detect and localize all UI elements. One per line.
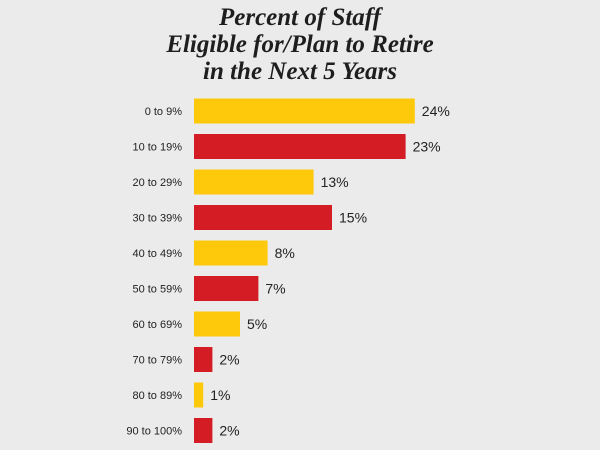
chart-title-line-3: in the Next 5 Years — [203, 58, 397, 85]
bar-7 — [194, 347, 213, 372]
value-label-9: 2% — [219, 423, 239, 439]
value-label-1: 23% — [413, 139, 441, 155]
value-label-6: 5% — [247, 316, 267, 332]
bar-9 — [194, 418, 213, 443]
value-label-5: 7% — [265, 281, 285, 297]
value-label-0: 24% — [422, 103, 450, 119]
category-label-6: 60 to 69% — [132, 319, 182, 331]
chart-title: Percent of Staff Eligible for/Plan to Re… — [0, 4, 600, 85]
category-label-1: 10 to 19% — [132, 142, 182, 154]
value-label-8: 1% — [210, 387, 230, 403]
category-label-3: 30 to 39% — [132, 213, 182, 225]
bar-6 — [194, 311, 240, 337]
category-label-4: 40 to 49% — [132, 248, 182, 260]
bar-0 — [194, 98, 415, 124]
category-label-5: 50 to 59% — [132, 284, 182, 296]
category-label-8: 80 to 89% — [132, 390, 182, 402]
category-label-0: 0 to 9% — [145, 106, 183, 118]
chart-title-line-1: Percent of Staff — [218, 4, 381, 31]
bar-2 — [194, 169, 314, 195]
value-label-3: 15% — [339, 210, 367, 226]
bar-5 — [194, 276, 259, 301]
value-label-4: 8% — [275, 245, 295, 261]
category-label-9: 90 to 100% — [126, 426, 182, 438]
bar-3 — [194, 205, 332, 230]
bar-1 — [194, 134, 406, 159]
category-label-7: 70 to 79% — [132, 355, 182, 367]
category-label-2: 20 to 29% — [132, 177, 182, 189]
chart-title-line-2: Eligible for/Plan to Retire — [166, 31, 434, 58]
value-label-2: 13% — [321, 174, 349, 190]
bar-4 — [194, 240, 268, 266]
bar-8 — [194, 382, 204, 408]
value-label-7: 2% — [219, 352, 239, 368]
